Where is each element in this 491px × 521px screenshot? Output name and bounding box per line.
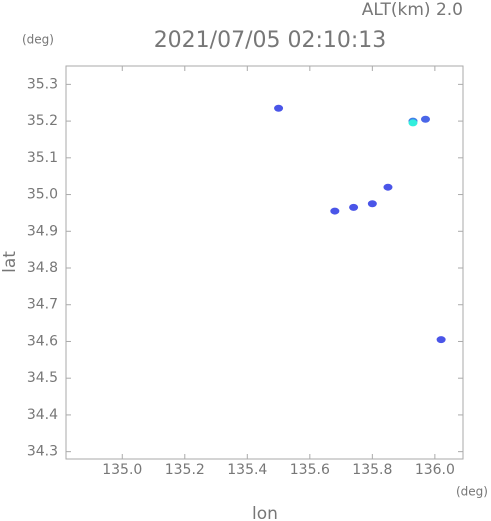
plot-frame (65, 65, 464, 460)
y-tick-label: 35.1 (27, 150, 58, 166)
chart-title: 2021/07/05 02:10:13 (154, 28, 387, 53)
x-tick-label: 136.0 (415, 462, 455, 478)
x-tick-label: 135.8 (352, 462, 392, 478)
x-tick-label: 135.0 (102, 462, 142, 478)
x-label: lon (252, 504, 278, 521)
y-tick-label: 35.0 (27, 187, 58, 203)
y-tick-label: 34.9 (27, 223, 58, 239)
y-unit: (deg) (22, 33, 54, 47)
x-tick-label: 135.4 (227, 462, 267, 478)
echo (420, 115, 430, 123)
echo (349, 203, 359, 211)
x-tick-label: 135.6 (290, 462, 330, 478)
x-tick-label: 135.2 (165, 462, 205, 478)
echo (330, 207, 340, 215)
y-tick-label: 34.4 (27, 407, 58, 423)
y-tick-label: 34.5 (27, 370, 58, 386)
y-tick-label: 34.8 (27, 260, 58, 276)
echo (367, 200, 377, 208)
echo (408, 119, 418, 127)
y-tick-label: 35.2 (27, 113, 58, 129)
subtitle: ALT(km) 2.0 (362, 0, 463, 20)
y-tick-label: 34.6 (27, 333, 58, 349)
x-unit: (deg) (456, 485, 488, 499)
echo (436, 336, 446, 344)
y-label: lat (0, 251, 20, 273)
echo (274, 104, 284, 112)
y-tick-label: 34.7 (27, 297, 58, 313)
y-tick-label: 35.3 (27, 76, 58, 92)
echo (383, 183, 393, 191)
y-tick-label: 34.3 (27, 444, 58, 460)
